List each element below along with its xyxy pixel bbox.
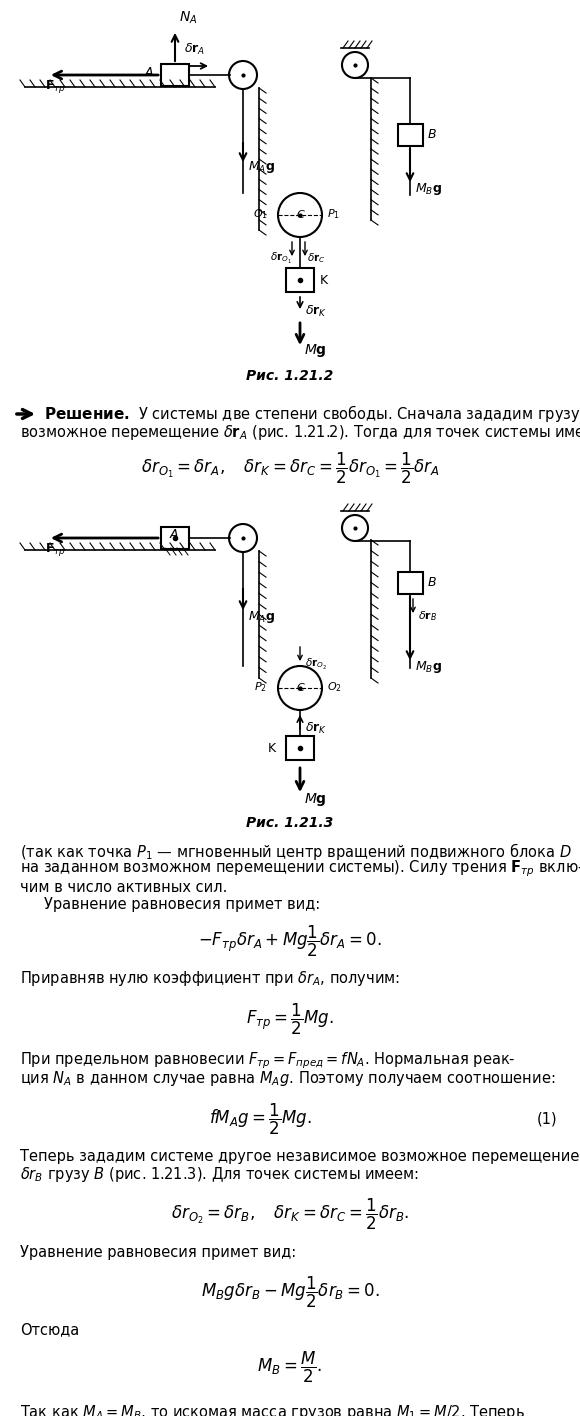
Bar — [397, 572, 422, 593]
Text: K: K — [320, 273, 328, 286]
Text: $\delta \mathbf{r}_C$: $\delta \mathbf{r}_C$ — [307, 251, 325, 265]
Text: $M_B = \dfrac{M}{2}.$: $M_B = \dfrac{M}{2}.$ — [258, 1349, 322, 1385]
Text: Рис. 1.21.2: Рис. 1.21.2 — [246, 370, 334, 382]
Text: $F_{тр} = \dfrac{1}{2}Mg.$: $F_{тр} = \dfrac{1}{2}Mg.$ — [246, 1001, 334, 1037]
Text: $P_1$: $P_1$ — [327, 207, 340, 221]
Text: на заданном возможном перемещении системы). Силу трения $\mathbf{F}_{тр}$ вклю-: на заданном возможном перемещении систем… — [20, 858, 580, 879]
Text: (1): (1) — [536, 1112, 557, 1127]
Text: Приравняв нулю коэффициент при $\delta r_A$, получим:: Приравняв нулю коэффициент при $\delta r… — [20, 970, 400, 988]
Text: $\delta \mathbf{r}_A$: $\delta \mathbf{r}_A$ — [184, 42, 206, 57]
Text: $\delta \mathbf{r}_{O_1}$: $\delta \mathbf{r}_{O_1}$ — [270, 251, 292, 266]
Text: У системы две степени свободы. Сначала зададим грузу $A$: У системы две степени свободы. Сначала з… — [138, 404, 580, 425]
Text: При предельном равновесии $F_{тр} = F_{пред} = fN_A$. Нормальная реак-: При предельном равновесии $F_{тр} = F_{п… — [20, 1051, 516, 1072]
Text: A: A — [145, 67, 153, 79]
Text: ция $N_A$ в данном случае равна $M_Ag$. Поэтому получаем соотношение:: ция $N_A$ в данном случае равна $M_Ag$. … — [20, 1069, 555, 1089]
Text: B: B — [428, 129, 437, 142]
Bar — [397, 125, 422, 146]
Bar — [161, 64, 189, 86]
Text: B: B — [428, 576, 437, 589]
Text: C: C — [296, 683, 304, 692]
Text: $\mathbf{F}_{тр}$: $\mathbf{F}_{тр}$ — [45, 78, 66, 95]
Text: C: C — [296, 210, 304, 219]
Text: $\delta r_{O_2} = \delta r_B,\quad \delta r_K = \delta r_C = \dfrac{1}{2}\delta : $\delta r_{O_2} = \delta r_B,\quad \delt… — [171, 1197, 409, 1232]
Text: $O_2$: $O_2$ — [327, 680, 342, 694]
Bar — [161, 527, 189, 549]
Text: $\delta \mathbf{r}_{O_2}$: $\delta \mathbf{r}_{O_2}$ — [305, 657, 327, 673]
Text: A: A — [170, 528, 178, 541]
Text: Уравнение равновесия примет вид:: Уравнение равновесия примет вид: — [44, 898, 320, 912]
Text: $M\mathbf{g}$: $M\mathbf{g}$ — [304, 343, 327, 360]
Text: $\delta r_B$ грузу $B$ (рис. 1.21.3). Для точек системы имеем:: $\delta r_B$ грузу $B$ (рис. 1.21.3). Дл… — [20, 1165, 419, 1185]
Text: $\delta r_{O_1} = \delta r_A,\quad \delta r_K = \delta r_C = \dfrac{1}{2}\delta : $\delta r_{O_1} = \delta r_A,\quad \delt… — [141, 450, 439, 486]
Text: $M\mathbf{g}$: $M\mathbf{g}$ — [304, 792, 327, 809]
Text: $M_B\mathbf{g}$: $M_B\mathbf{g}$ — [415, 181, 442, 197]
Bar — [286, 268, 314, 292]
Text: (так как точка $P_1$ — мгновенный центр вращений подвижного блока $D$: (так как точка $P_1$ — мгновенный центр … — [20, 841, 572, 861]
Text: $M_Bg\delta r_B - Mg\dfrac{1}{2}\delta r_B = 0.$: $M_Bg\delta r_B - Mg\dfrac{1}{2}\delta r… — [201, 1274, 379, 1310]
Text: $M_B\mathbf{g}$: $M_B\mathbf{g}$ — [415, 658, 442, 675]
Text: $\mathbf{F}_{тр}$: $\mathbf{F}_{тр}$ — [45, 541, 66, 558]
Text: Уравнение равновесия примет вид:: Уравнение равновесия примет вид: — [20, 1245, 296, 1259]
Text: Теперь зададим системе другое независимое возможное перемещение:: Теперь зададим системе другое независимо… — [20, 1150, 580, 1164]
Text: K: K — [268, 742, 276, 755]
Text: $\delta \mathbf{r}_K$: $\delta \mathbf{r}_K$ — [305, 304, 327, 319]
Bar — [286, 736, 314, 760]
Text: $\delta \mathbf{r}_K$: $\delta \mathbf{r}_K$ — [305, 721, 327, 736]
Text: $P_2$: $P_2$ — [253, 680, 266, 694]
Text: $-F_{тр}\delta r_A + Mg\dfrac{1}{2}\delta r_A = 0.$: $-F_{тр}\delta r_A + Mg\dfrac{1}{2}\delt… — [198, 923, 382, 959]
Text: $\mathbf{Решение.}$: $\mathbf{Решение.}$ — [44, 406, 130, 422]
Text: $\delta \mathbf{r}_B$: $\delta \mathbf{r}_B$ — [418, 609, 437, 623]
Text: $M_A\mathbf{g}$: $M_A\mathbf{g}$ — [248, 159, 275, 176]
Text: $O_1$: $O_1$ — [252, 207, 267, 221]
Text: возможное перемещение $\delta\mathbf{r}_A$ (рис. 1.21.2). Тогда для точек систем: возможное перемещение $\delta\mathbf{r}_… — [20, 422, 580, 442]
Text: $M_A\mathbf{g}$: $M_A\mathbf{g}$ — [248, 609, 275, 624]
Text: Рис. 1.21.3: Рис. 1.21.3 — [246, 816, 334, 830]
Text: $N_A$: $N_A$ — [179, 10, 197, 27]
Text: Так как $M_A = M_B$, то искомая масса грузов равна $M_1 = M/2$. Теперь: Так как $M_A = M_B$, то искомая масса гр… — [20, 1403, 525, 1416]
Text: Отсюда: Отсюда — [20, 1323, 79, 1338]
Text: $fM_Ag = \dfrac{1}{2}Mg.$: $fM_Ag = \dfrac{1}{2}Mg.$ — [209, 1102, 311, 1137]
Text: чим в число активных сил.: чим в число активных сил. — [20, 879, 227, 895]
